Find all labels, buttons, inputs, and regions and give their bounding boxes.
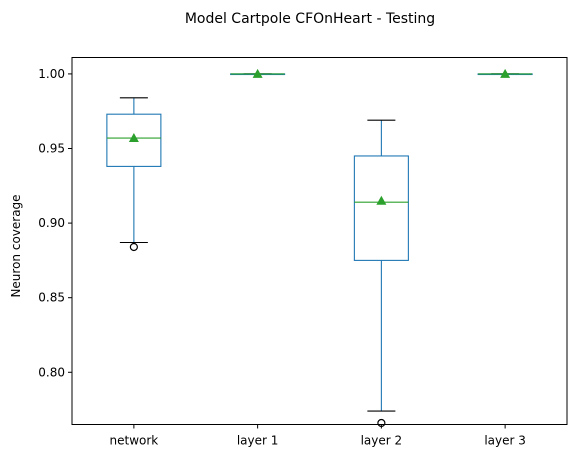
- mean-marker: [128, 133, 139, 143]
- y-tick-label: 1.00: [38, 67, 65, 81]
- x-tick-label: layer 3: [484, 434, 526, 448]
- chart-title: Model Cartpole CFOnHeart - Testing: [185, 11, 435, 27]
- plot-area-frame: [71, 57, 568, 425]
- box-group-layer-2: [353, 119, 409, 428]
- x-tick-label: layer 2: [361, 434, 403, 448]
- y-tick-label: 0.90: [38, 216, 65, 230]
- box-group-layer-3: [477, 68, 533, 78]
- x-tick-label: layer 1: [237, 434, 279, 448]
- y-tick-label: 0.80: [38, 365, 65, 379]
- mean-marker: [252, 68, 263, 78]
- x-axis: network layer 1 layer 2 layer 3: [110, 424, 526, 448]
- y-axis-label: Neuron coverage: [9, 194, 23, 297]
- box-group-network: [106, 97, 162, 252]
- box-series: [106, 68, 533, 428]
- outlier-point: [129, 242, 138, 252]
- iqr-box: [106, 113, 162, 167]
- y-tick-label: 0.85: [38, 291, 65, 305]
- mean-marker: [500, 68, 511, 78]
- iqr-box: [353, 155, 409, 261]
- outlier-point: [377, 418, 386, 428]
- y-tick-label: 0.95: [38, 142, 65, 156]
- x-tick-label: network: [110, 434, 159, 448]
- box-group-layer-1: [230, 68, 286, 78]
- mean-marker: [376, 195, 387, 205]
- y-axis: 0.80 0.85 0.90 0.95 1.00: [38, 67, 72, 379]
